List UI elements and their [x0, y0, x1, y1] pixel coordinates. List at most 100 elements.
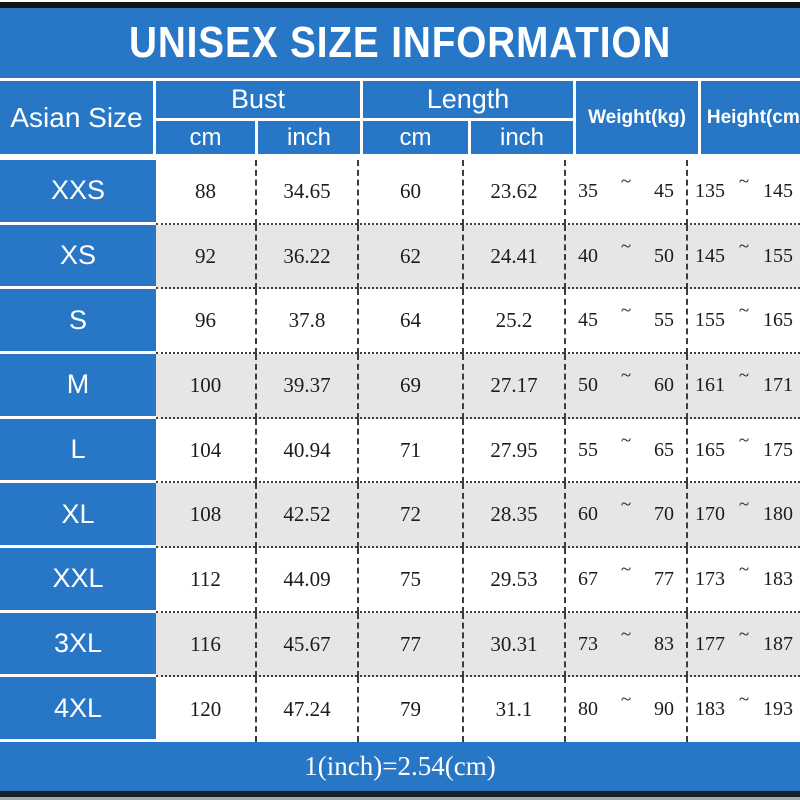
height-range: 165 ~ 175: [686, 418, 800, 484]
length-cm-value: 69: [357, 354, 462, 419]
weight-range: 45 ~ 55: [564, 289, 686, 355]
bust-inch-value: 34.65: [255, 160, 357, 225]
bust-inch-value: 44.09: [255, 548, 357, 613]
height-max-value: 171: [763, 373, 793, 396]
col-header-bust: Bust: [156, 81, 360, 118]
weight-range: 60 ~ 70: [564, 483, 686, 549]
bust-cm-value: 88: [156, 160, 255, 225]
page-title: UNISEX SIZE INFORMATION: [128, 18, 672, 67]
size-label: 4XL: [0, 677, 156, 743]
bust-inch-value: 42.52: [255, 483, 357, 549]
length-cm-value: 75: [357, 548, 462, 613]
weight-max-value: 65: [654, 438, 674, 461]
weight-range: 55 ~ 65: [564, 418, 686, 484]
height-max-value: 183: [763, 567, 793, 590]
table-row: XL 108 42.52 72 28.35 60 ~ 70 170 ~ 180: [0, 483, 800, 549]
col-header-asian-size: Asian Size: [0, 81, 153, 154]
length-cm-value: 64: [357, 289, 462, 355]
tilde-separator: ~: [620, 494, 632, 516]
bust-cm-value: 116: [156, 612, 255, 678]
weight-max-value: 50: [654, 244, 674, 267]
height-max-value: 187: [763, 632, 793, 655]
weight-max-value: 83: [654, 632, 674, 655]
size-label: L: [0, 418, 156, 484]
weight-max-value: 45: [654, 179, 674, 202]
tilde-separator: ~: [738, 170, 750, 192]
weight-range: 73 ~ 83: [564, 612, 686, 678]
size-label: 3XL: [0, 612, 156, 678]
table-body: XXS 88 34.65 60 23.62 35 ~ 45 135 ~ 145 …: [0, 160, 800, 743]
tilde-separator: ~: [738, 300, 750, 322]
weight-min-value: 67: [578, 567, 598, 590]
bust-cm-value: 108: [156, 483, 255, 549]
top-accent-bar: [0, 0, 800, 8]
weight-min-value: 50: [578, 373, 598, 396]
table-row: XXL 112 44.09 75 29.53 67 ~ 77 173 ~ 183: [0, 548, 800, 613]
bust-cm-value: 112: [156, 548, 255, 613]
table-row: XS 92 36.22 62 24.41 40 ~ 50 145 ~ 155: [0, 224, 800, 290]
height-range: 173 ~ 183: [686, 548, 800, 613]
conversion-note: 1(inch)=2.54(cm): [304, 751, 496, 781]
table-row: L 104 40.94 71 27.95 55 ~ 65 165 ~ 175: [0, 418, 800, 484]
height-range: 161 ~ 171: [686, 354, 800, 419]
length-cm-value: 62: [357, 224, 462, 290]
height-min-value: 177: [695, 632, 725, 655]
tilde-separator: ~: [738, 558, 750, 580]
height-max-value: 155: [763, 244, 793, 267]
tilde-separator: ~: [620, 300, 632, 322]
length-inch-value: 27.95: [462, 418, 564, 484]
title-band: UNISEX SIZE INFORMATION: [0, 8, 800, 78]
weight-min-value: 45: [578, 309, 598, 332]
col-header-length-cm: cm: [363, 121, 468, 154]
height-max-value: 145: [763, 179, 793, 202]
bust-inch-value: 47.24: [255, 677, 357, 743]
height-range: 170 ~ 180: [686, 483, 800, 549]
weight-range: 67 ~ 77: [564, 548, 686, 613]
weight-range: 80 ~ 90: [564, 677, 686, 743]
table-row: M 100 39.37 69 27.17 50 ~ 60 161 ~ 171: [0, 354, 800, 419]
height-max-value: 175: [763, 438, 793, 461]
tilde-separator: ~: [620, 689, 632, 711]
weight-max-value: 90: [654, 698, 674, 721]
bust-inch-value: 40.94: [255, 418, 357, 484]
length-inch-value: 23.62: [462, 160, 564, 225]
height-range: 155 ~ 165: [686, 289, 800, 355]
height-min-value: 161: [695, 373, 725, 396]
height-max-value: 165: [763, 309, 793, 332]
height-min-value: 135: [695, 179, 725, 202]
bust-inch-value: 36.22: [255, 224, 357, 290]
bust-cm-value: 120: [156, 677, 255, 743]
bust-cm-value: 96: [156, 289, 255, 355]
bottom-accent-bar: [0, 791, 800, 797]
size-label: XXS: [0, 160, 156, 225]
tilde-separator: ~: [620, 235, 632, 257]
length-cm-value: 71: [357, 418, 462, 484]
size-label: XS: [0, 224, 156, 290]
col-header-bust-inch: inch: [258, 121, 360, 154]
weight-max-value: 60: [654, 373, 674, 396]
tilde-separator: ~: [738, 364, 750, 386]
length-inch-value: 31.1: [462, 677, 564, 743]
length-inch-value: 28.35: [462, 483, 564, 549]
col-header-length: Length: [363, 81, 573, 118]
height-min-value: 173: [695, 567, 725, 590]
size-label: XXL: [0, 548, 156, 613]
table-row: XXS 88 34.65 60 23.62 35 ~ 45 135 ~ 145: [0, 160, 800, 225]
bust-inch-value: 45.67: [255, 612, 357, 678]
tilde-separator: ~: [620, 429, 632, 451]
weight-range: 35 ~ 45: [564, 160, 686, 225]
tilde-separator: ~: [620, 623, 632, 645]
bust-inch-value: 39.37: [255, 354, 357, 419]
height-range: 135 ~ 145: [686, 160, 800, 225]
length-inch-value: 30.31: [462, 612, 564, 678]
tilde-separator: ~: [620, 558, 632, 580]
height-range: 177 ~ 187: [686, 612, 800, 678]
col-header-length-inch: inch: [471, 121, 573, 154]
height-max-value: 193: [763, 698, 793, 721]
table-header: Asian Size Bust Length Weight(kg) Height…: [0, 78, 800, 160]
bust-cm-value: 100: [156, 354, 255, 419]
height-min-value: 155: [695, 309, 725, 332]
weight-max-value: 55: [654, 309, 674, 332]
col-header-weight-kg: Weight(kg): [576, 81, 698, 154]
length-cm-value: 79: [357, 677, 462, 743]
